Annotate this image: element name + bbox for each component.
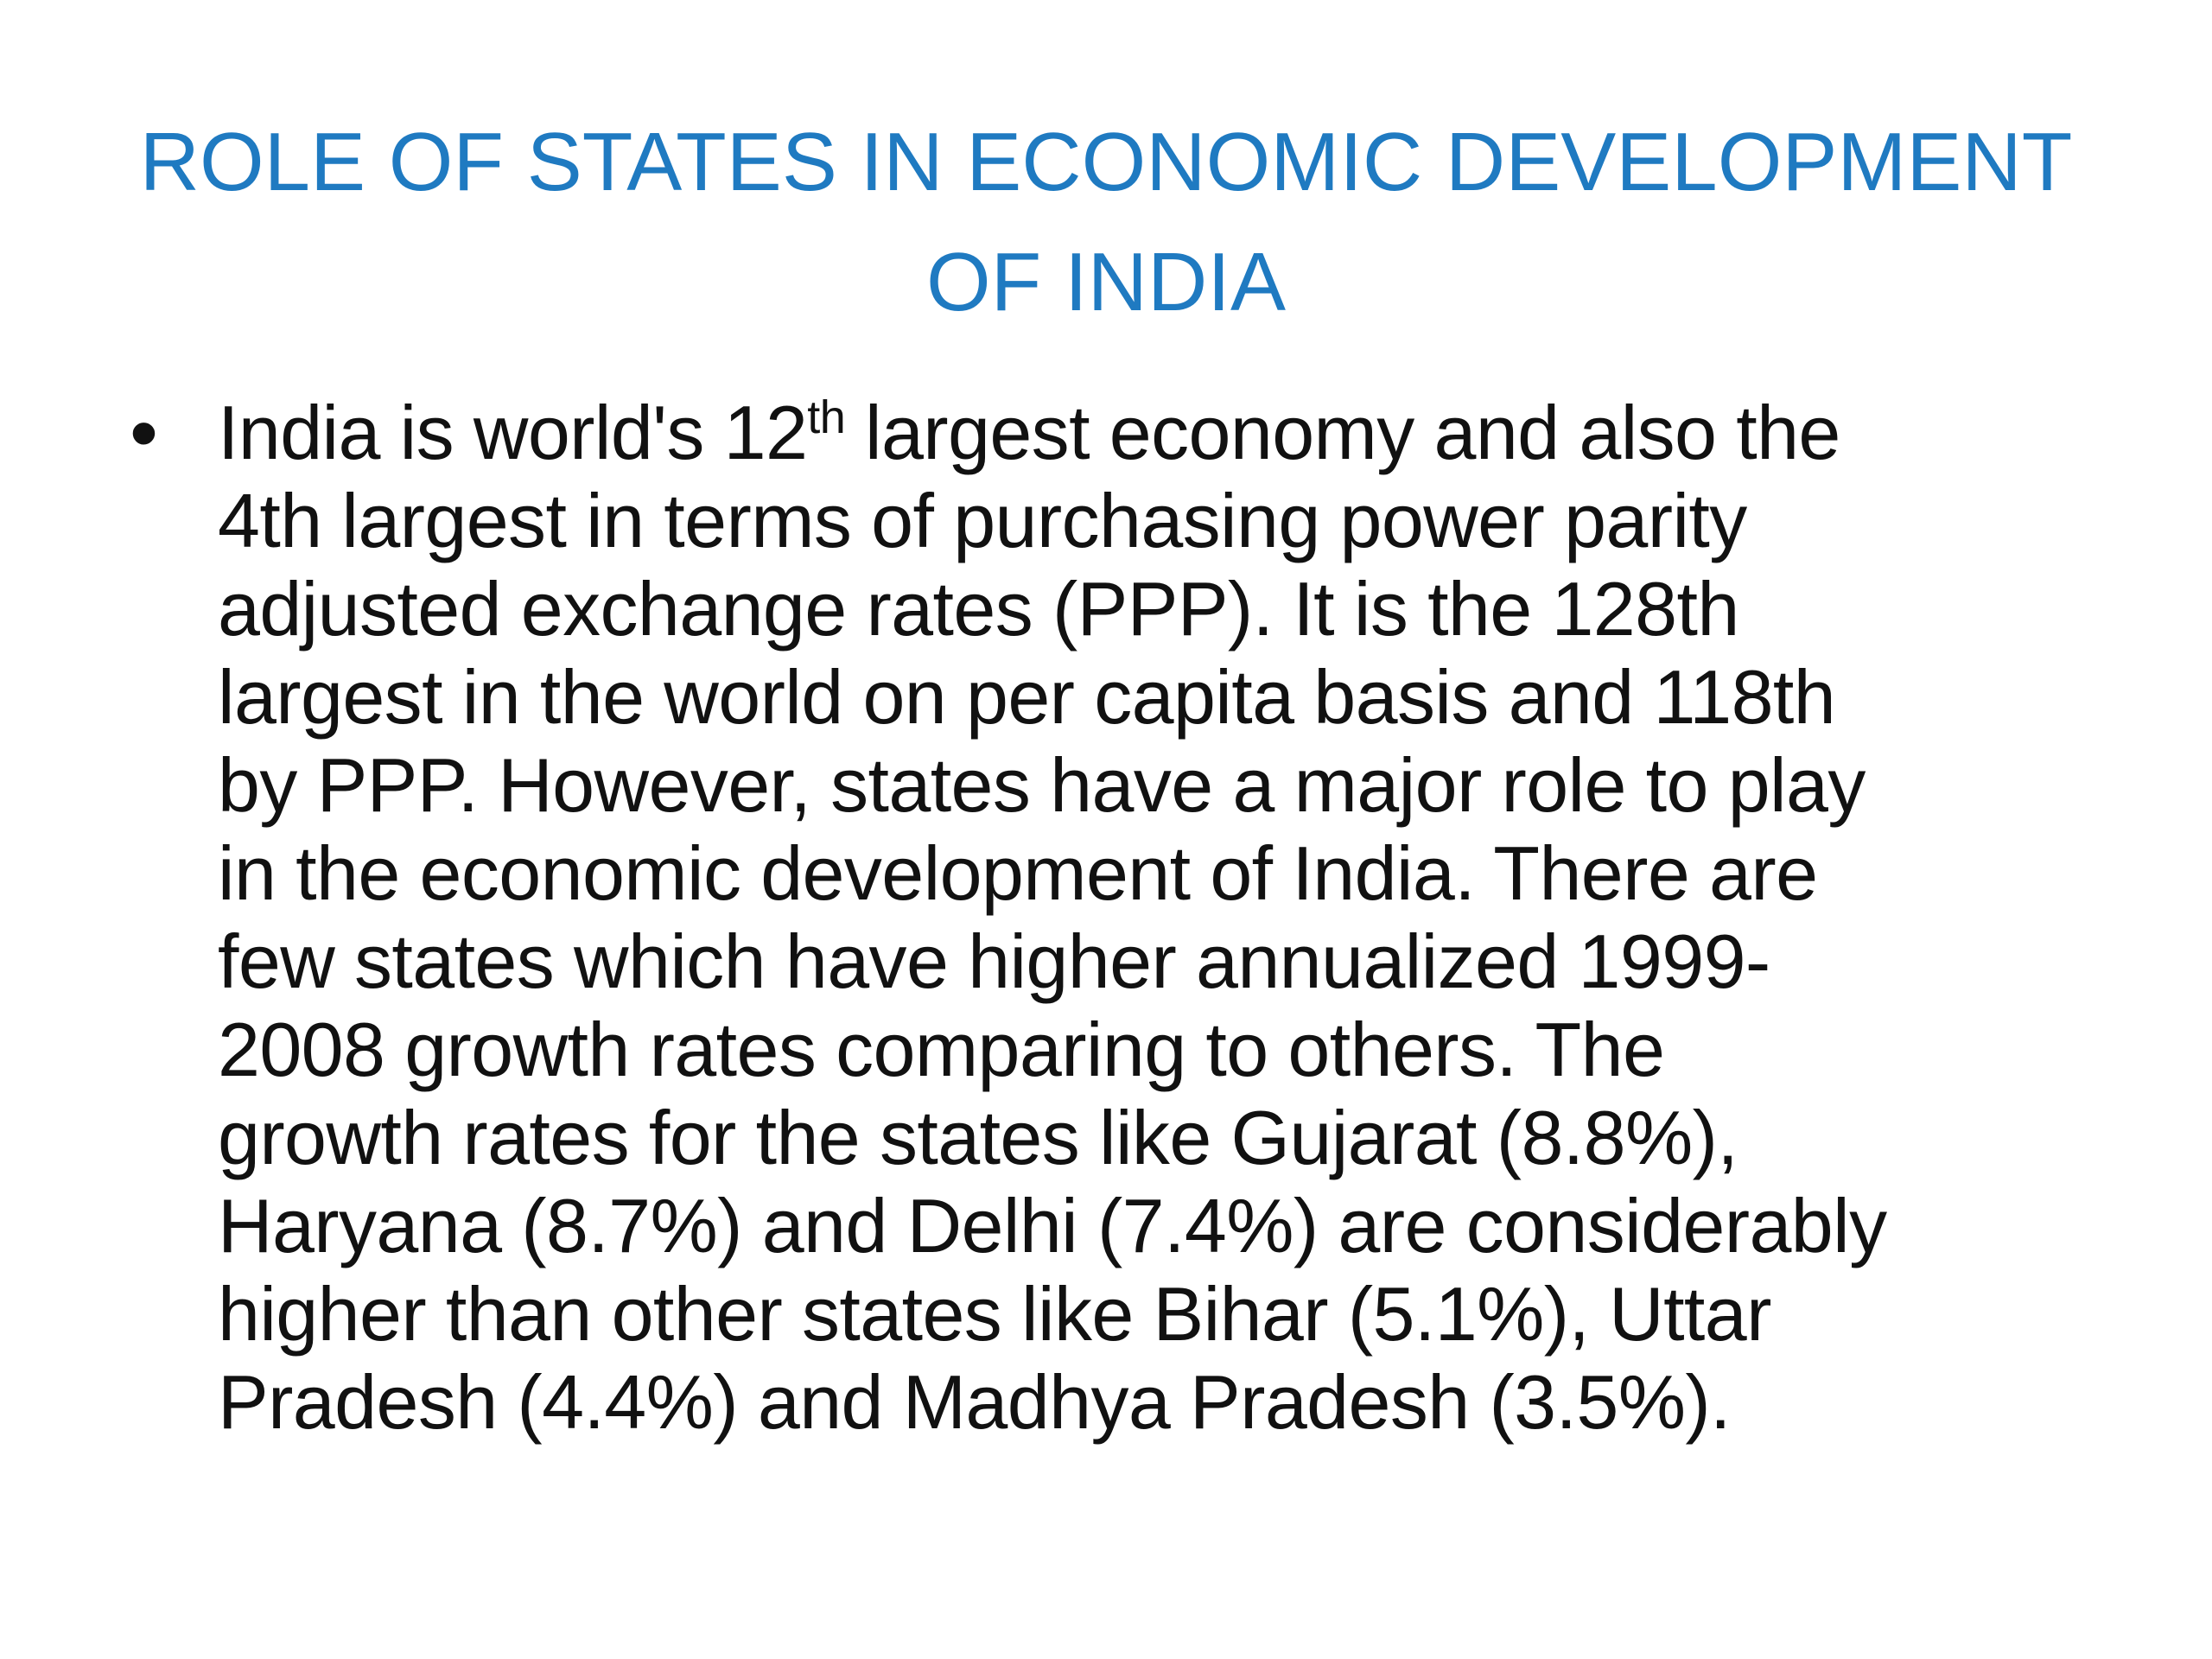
bullet-line-1-part-a: India is world's 12 [218,390,808,475]
bullet-line-5: by PPP. However, states have a major rol… [218,742,1866,828]
bullet-item: • India is world's 12th largest economy … [130,389,2091,1446]
bullet-line-11: higher than other states like Bihar (5.1… [218,1271,1771,1357]
bullet-dot-icon: • [130,387,158,478]
bullet-line-9: growth rates for the states like Gujarat… [218,1095,1738,1180]
bullet-line-8: 2008 growth rates comparing to others. T… [218,1007,1665,1092]
bullet-line-6: in the economic development of India. Th… [218,830,1818,916]
bullet-line-10: Haryana (8.7%) and Delhi (7.4%) are cons… [218,1183,1887,1268]
bullet-line-12: Pradesh (4.4%) and Madhya Pradesh (3.5%)… [218,1359,1732,1445]
bullet-line-7: few states which have higher annualized … [218,918,1770,1004]
ordinal-superscript: th [807,391,846,443]
slide-title: ROLE OF STATES IN ECONOMIC DEVELOPMENT O… [130,102,2082,342]
slide-title-line-1: ROLE OF STATES IN ECONOMIC DEVELOPMENT [139,116,2073,208]
bullet-text: India is world's 12th largest economy an… [218,389,2091,1446]
bullet-line-4: largest in the world on per capita basis… [218,654,1836,740]
bullet-line-2: 4th largest in terms of purchasing power… [218,478,1747,563]
bullet-line-3: adjusted exchange rates (PPP). It is the… [218,566,1739,652]
bullet-list: • India is world's 12th largest economy … [130,389,2091,1446]
slide-title-line-2: OF INDIA [925,236,1286,328]
bullet-line-1-part-b: largest economy and also the [845,390,1840,475]
bullet-line-1: India is world's 12th largest economy an… [218,389,2091,477]
